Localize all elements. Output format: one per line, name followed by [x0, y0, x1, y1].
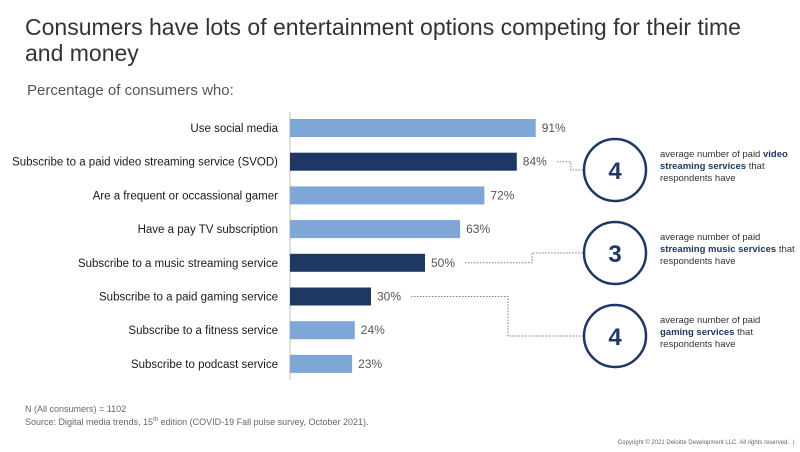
- copyright-notice: Copyright © 2021 Deloitte Development LL…: [618, 440, 794, 446]
- callout-text-run: average number of paid: [660, 232, 760, 243]
- bar: [290, 321, 355, 340]
- callout-text-run: respondents have: [660, 256, 736, 267]
- callout-text-run: respondents have: [660, 173, 736, 184]
- value-label: 72%: [490, 188, 514, 202]
- callout-text-line: streaming services that: [660, 161, 765, 172]
- category-label: Subscribe to a fitness service: [128, 325, 278, 337]
- callout-circle: [582, 137, 648, 203]
- callout-circle: [582, 303, 648, 369]
- callout-number: 4: [608, 158, 622, 185]
- bar: [290, 253, 425, 272]
- callout-connector: [556, 161, 584, 171]
- slide-title: Consumers have lots of entertainment opt…: [25, 14, 741, 66]
- callout-text-line: gaming services that: [660, 327, 753, 338]
- category-label: Subscribe to podcast service: [131, 359, 278, 371]
- callout-text-line: respondents have: [660, 256, 736, 267]
- callout-text-line: respondents have: [660, 339, 736, 350]
- callout-text-run: average number of paid: [660, 315, 760, 326]
- callout-text-line: average number of paid: [660, 315, 760, 326]
- source-suffix: edition (COVID-19 Fall pulse survey, Oct…: [158, 417, 369, 427]
- callout-text-run: that: [746, 161, 765, 172]
- callout-text-emphasis: streaming services: [660, 161, 746, 172]
- callout-circle: [582, 220, 648, 286]
- source-superscript: th: [153, 417, 159, 423]
- chart-subtitle: Percentage of consumers who:: [27, 82, 234, 99]
- value-label: 50%: [431, 256, 455, 270]
- bar: [290, 220, 461, 239]
- category-label: Have a pay TV subscription: [138, 224, 278, 236]
- category-label: Use social media: [190, 123, 278, 135]
- category-label: Subscribe to a paid gaming service: [99, 292, 278, 304]
- value-label: 63%: [466, 222, 490, 236]
- callout-text-line: respondents have: [660, 173, 736, 184]
- callout-text-line: average number of paid: [660, 232, 760, 243]
- category-label: Subscribe to a music streaming service: [78, 258, 278, 270]
- value-label: 23%: [358, 357, 382, 371]
- bar: [290, 287, 371, 306]
- callout-text-emphasis: video: [763, 149, 788, 160]
- callout-number: 3: [608, 241, 621, 268]
- callout-text-line: streaming music services that: [660, 244, 795, 255]
- source-note: Source: Digital media trends, 15th editi…: [25, 415, 369, 428]
- callout-text-run: respondents have: [660, 339, 736, 350]
- bar: [290, 119, 536, 137]
- callout-text-run: that: [776, 244, 795, 255]
- category-label: Subscribe to a paid video streaming serv…: [12, 157, 278, 169]
- footnote: N (All consumers) = 1102 Source: Digital…: [25, 404, 369, 428]
- callout-text-run: average number of paid: [660, 149, 763, 160]
- callout-text-emphasis: gaming services: [660, 327, 734, 338]
- value-label: 91%: [542, 121, 566, 135]
- value-label: 30%: [377, 290, 401, 304]
- copyright-text: Copyright © 2021 Deloitte Development LL…: [617, 440, 790, 446]
- callout-connector: [465, 252, 584, 264]
- callout-text-line: average number of paid video: [660, 149, 788, 160]
- value-label: 84%: [523, 155, 547, 169]
- value-label: 24%: [361, 323, 385, 337]
- callout-text-run: that: [734, 327, 753, 338]
- bar: [290, 186, 485, 205]
- category-label: Are a frequent or occassional gamer: [93, 190, 279, 202]
- bar: [290, 152, 517, 171]
- bar: [290, 354, 353, 373]
- callout-number: 4: [608, 324, 622, 351]
- page-marker: |: [792, 440, 794, 446]
- callout-connector: [411, 296, 584, 337]
- callout-text-emphasis: streaming music services: [660, 244, 776, 255]
- source-prefix: Source: Digital media trends, 15: [25, 417, 154, 427]
- sample-size-note: N (All consumers) = 1102: [25, 404, 127, 414]
